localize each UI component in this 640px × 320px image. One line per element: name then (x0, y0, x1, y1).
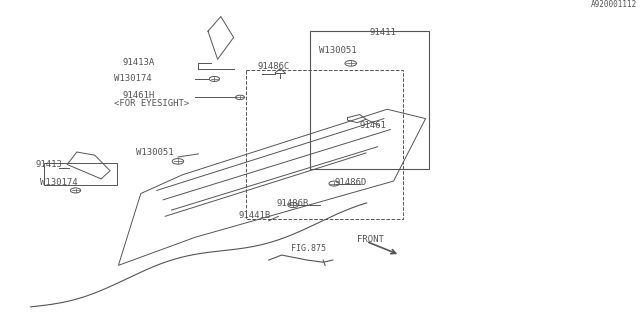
Text: FRONT: FRONT (357, 235, 384, 244)
Text: 91461: 91461 (360, 121, 387, 130)
Text: 91486C: 91486C (257, 62, 289, 71)
Text: 91441B: 91441B (238, 211, 270, 220)
Text: 91486B: 91486B (276, 199, 308, 208)
Text: FIG.875: FIG.875 (291, 244, 326, 252)
Text: 91461H: 91461H (123, 92, 155, 100)
Text: 91413A: 91413A (123, 58, 155, 67)
Text: 91486D: 91486D (334, 178, 366, 187)
Bar (310, 31, 429, 169)
Text: W130174: W130174 (40, 178, 77, 187)
Bar (246, 70, 403, 219)
Text: W130051: W130051 (136, 148, 173, 157)
Bar (44, 163, 117, 185)
Text: 91413: 91413 (35, 160, 62, 169)
Text: A920001112: A920001112 (591, 0, 637, 9)
Text: <FOR EYESIGHT>: <FOR EYESIGHT> (114, 99, 189, 108)
Text: W130174: W130174 (114, 74, 152, 83)
Text: W130051: W130051 (319, 46, 356, 55)
Text: 91411: 91411 (370, 28, 397, 37)
